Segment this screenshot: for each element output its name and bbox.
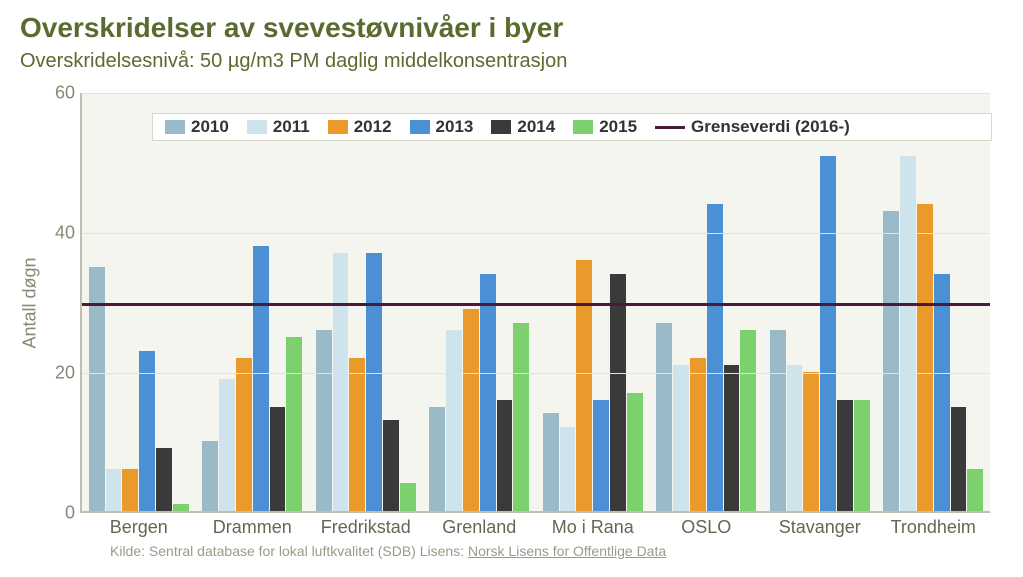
bars (429, 93, 529, 511)
bars (883, 93, 983, 511)
x-tick-label: Fredrikstad (309, 511, 423, 538)
bar-groups: BergenDrammenFredrikstadGrenlandMo i Ran… (82, 93, 990, 511)
bar (900, 156, 916, 511)
bar-group: Fredrikstad (309, 93, 423, 511)
bar-group: OSLO (650, 93, 764, 511)
x-tick-label: Mo i Rana (536, 511, 650, 538)
bars (316, 93, 416, 511)
bar (106, 469, 122, 511)
bar (429, 407, 445, 512)
plot-area: 201020112012201320142015Grenseverdi (201… (80, 93, 990, 513)
bar-group: Mo i Rana (536, 93, 650, 511)
bar (627, 393, 643, 511)
bar (480, 274, 496, 511)
bar (497, 400, 513, 511)
gridline (82, 93, 990, 94)
bar (740, 330, 756, 511)
x-tick-label: Bergen (82, 511, 196, 538)
source-text: Sentral database for lokal luftkvalitet … (149, 543, 416, 559)
bars (656, 93, 756, 511)
bar (173, 504, 189, 511)
y-tick: 40 (35, 223, 75, 244)
bar (934, 274, 950, 511)
license-prefix: Lisens: (416, 543, 468, 559)
bar (656, 323, 672, 511)
gridline (82, 373, 990, 374)
chart: Antall døgn 201020112012201320142015Gren… (20, 83, 1000, 543)
bar (316, 330, 332, 511)
bar (202, 441, 218, 511)
bar (951, 407, 967, 512)
bar (560, 427, 576, 511)
source-prefix: Kilde: (110, 543, 149, 559)
bars (770, 93, 870, 511)
bar (917, 204, 933, 511)
bar (770, 330, 786, 511)
y-tick: 20 (35, 363, 75, 384)
bar (803, 372, 819, 511)
bar (139, 351, 155, 511)
bar (463, 309, 479, 511)
bar (446, 330, 462, 511)
chart-title: Overskridelser av svevestøvnivåer i byer (20, 12, 1003, 44)
y-tick: 60 (35, 83, 75, 104)
bar (787, 365, 803, 511)
bar (219, 379, 235, 511)
bar (576, 260, 592, 511)
bar (837, 400, 853, 511)
bar (707, 204, 723, 511)
y-tick: 0 (35, 503, 75, 524)
y-axis-label: Antall døgn (20, 257, 41, 348)
chart-subtitle: Overskridelsesnivå: 50 µg/m3 PM daglig m… (20, 50, 1003, 73)
bar (366, 253, 382, 511)
bar (513, 323, 529, 511)
bar-group: Trondheim (877, 93, 991, 511)
bar (400, 483, 416, 511)
bar (383, 420, 399, 511)
threshold-line (82, 303, 990, 306)
bar-group: Stavanger (763, 93, 877, 511)
x-tick-label: Drammen (196, 511, 310, 538)
bar (286, 337, 302, 511)
gridline (82, 233, 990, 234)
x-tick-label: Trondheim (877, 511, 991, 538)
bar (883, 211, 899, 511)
bar (333, 253, 349, 511)
x-tick-label: Grenland (423, 511, 537, 538)
bar (610, 274, 626, 511)
bar (236, 358, 252, 511)
bar (253, 246, 269, 511)
license-link[interactable]: Norsk Lisens for Offentlige Data (468, 543, 666, 559)
bar-group: Grenland (423, 93, 537, 511)
bar-group: Drammen (196, 93, 310, 511)
bars (89, 93, 189, 511)
bar (593, 400, 609, 511)
x-tick-label: Stavanger (763, 511, 877, 538)
bar (543, 413, 559, 511)
bar (854, 400, 870, 511)
bar (270, 407, 286, 512)
bar (820, 156, 836, 511)
bars (543, 93, 643, 511)
bar (673, 365, 689, 511)
bar-group: Bergen (82, 93, 196, 511)
bar (156, 448, 172, 511)
bar (122, 469, 138, 511)
x-tick-label: OSLO (650, 511, 764, 538)
bars (202, 93, 302, 511)
bar (967, 469, 983, 511)
bar (349, 358, 365, 511)
source-line: Kilde: Sentral database for lokal luftkv… (110, 543, 666, 559)
bar (690, 358, 706, 511)
bar (724, 365, 740, 511)
